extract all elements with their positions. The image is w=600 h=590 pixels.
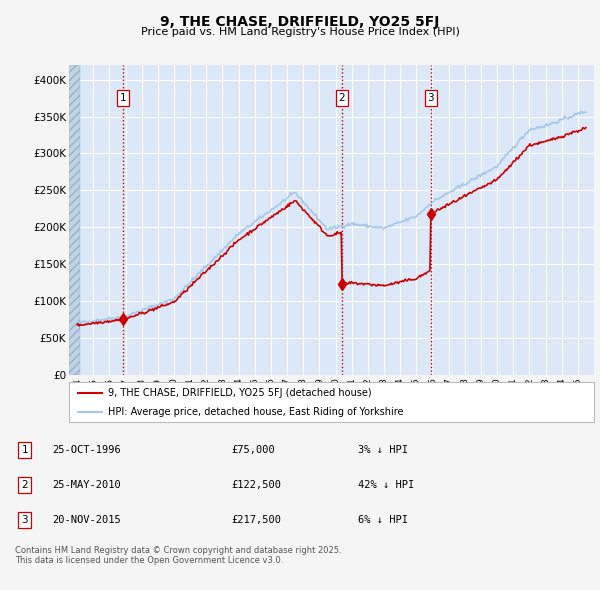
Text: HPI: Average price, detached house, East Riding of Yorkshire: HPI: Average price, detached house, East… — [109, 407, 404, 417]
Text: 42% ↓ HPI: 42% ↓ HPI — [358, 480, 414, 490]
Text: Contains HM Land Registry data © Crown copyright and database right 2025.
This d: Contains HM Land Registry data © Crown c… — [15, 546, 341, 565]
Text: 25-OCT-1996: 25-OCT-1996 — [52, 445, 121, 455]
Text: 1: 1 — [119, 93, 126, 103]
Text: Price paid vs. HM Land Registry's House Price Index (HPI): Price paid vs. HM Land Registry's House … — [140, 27, 460, 37]
Text: 9, THE CHASE, DRIFFIELD, YO25 5FJ: 9, THE CHASE, DRIFFIELD, YO25 5FJ — [160, 15, 440, 29]
Text: 3% ↓ HPI: 3% ↓ HPI — [358, 445, 407, 455]
Text: 1: 1 — [22, 445, 28, 455]
Text: 20-NOV-2015: 20-NOV-2015 — [52, 515, 121, 525]
Text: 3: 3 — [22, 515, 28, 525]
Text: £122,500: £122,500 — [231, 480, 281, 490]
Text: 2: 2 — [22, 480, 28, 490]
Text: 6% ↓ HPI: 6% ↓ HPI — [358, 515, 407, 525]
Text: 2: 2 — [338, 93, 346, 103]
Text: 9, THE CHASE, DRIFFIELD, YO25 5FJ (detached house): 9, THE CHASE, DRIFFIELD, YO25 5FJ (detac… — [109, 388, 372, 398]
Text: 25-MAY-2010: 25-MAY-2010 — [52, 480, 121, 490]
Text: £217,500: £217,500 — [231, 515, 281, 525]
Text: £75,000: £75,000 — [231, 445, 275, 455]
Text: 3: 3 — [428, 93, 434, 103]
